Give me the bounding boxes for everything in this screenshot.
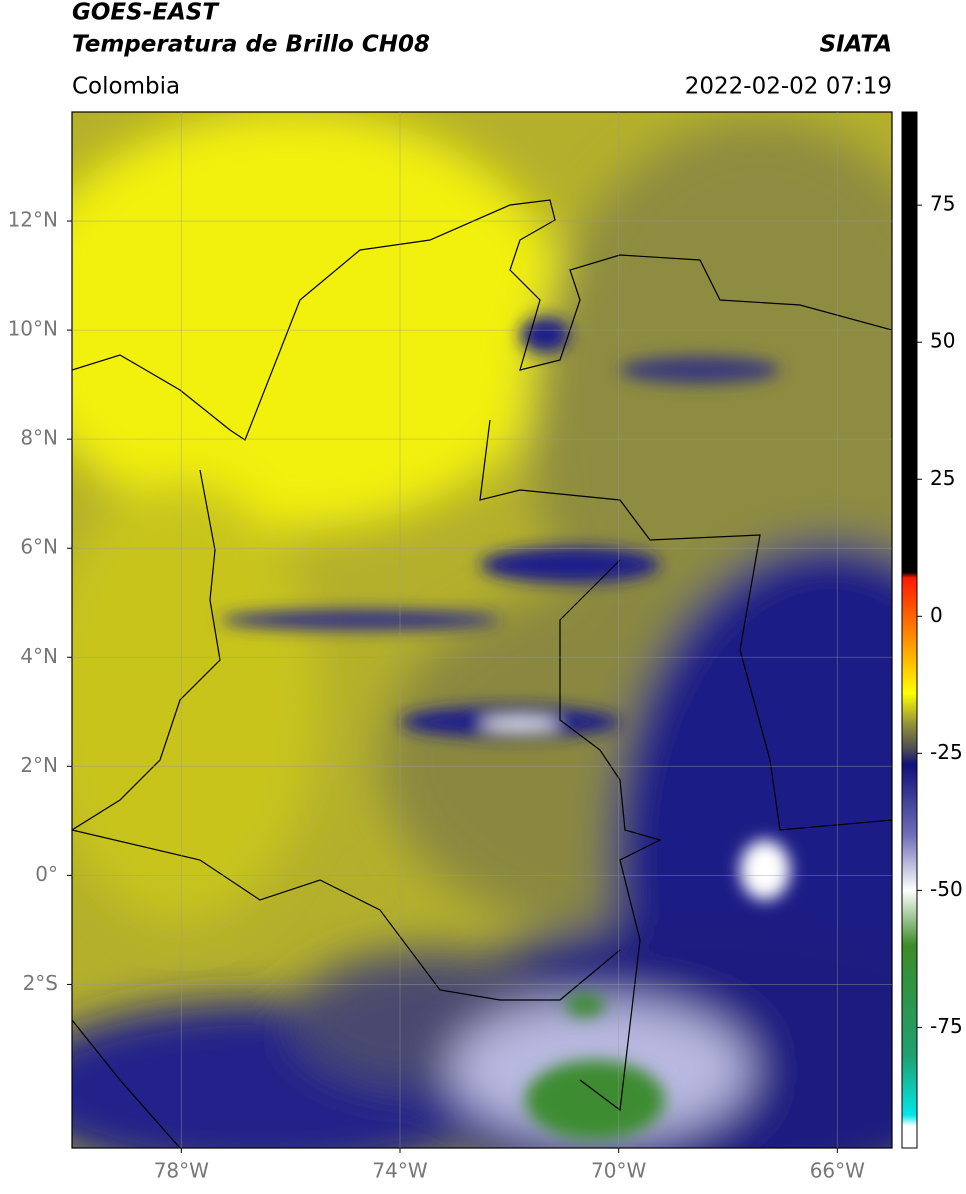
- colorbar-tick-label: 50: [930, 329, 955, 353]
- y-tick-label: 8°N: [20, 426, 58, 450]
- datetime: 2022-02-02 07:19: [685, 74, 892, 100]
- region: Colombia: [72, 74, 180, 100]
- y-tick-label: 6°N: [20, 535, 58, 559]
- source: SIATA: [820, 32, 892, 58]
- colorbar-tick-label: -25: [930, 740, 963, 764]
- subtitle: Temperatura de Brillo CH08: [72, 32, 430, 58]
- colorbar-tick-label: -50: [930, 877, 963, 901]
- colorbar-tick-label: 25: [930, 466, 955, 490]
- colorbar-tick-label: 0: [930, 603, 943, 627]
- x-tick-label: 78°W: [154, 1159, 209, 1183]
- x-tick-label: 66°W: [810, 1159, 865, 1183]
- colorbar: [901, 111, 918, 1149]
- y-tick-label: 2°N: [20, 753, 58, 777]
- y-tick-label: 4°N: [20, 644, 58, 668]
- map-frame: [71, 111, 893, 1149]
- colorbar-tick-label: -75: [930, 1014, 963, 1038]
- y-tick-label: 12°N: [8, 208, 58, 232]
- boundaries: [72, 199, 892, 1148]
- y-tick-label: 2°S: [23, 971, 58, 995]
- title: GOES-EAST: [72, 0, 220, 26]
- y-tick-label: 0°: [35, 862, 58, 886]
- colorbar-tick-label: 75: [930, 192, 955, 216]
- x-tick-label: 74°W: [372, 1159, 427, 1183]
- satellite-image: [72, 112, 892, 1148]
- y-tick-label: 10°N: [8, 317, 58, 341]
- x-tick-label: 70°W: [591, 1159, 646, 1183]
